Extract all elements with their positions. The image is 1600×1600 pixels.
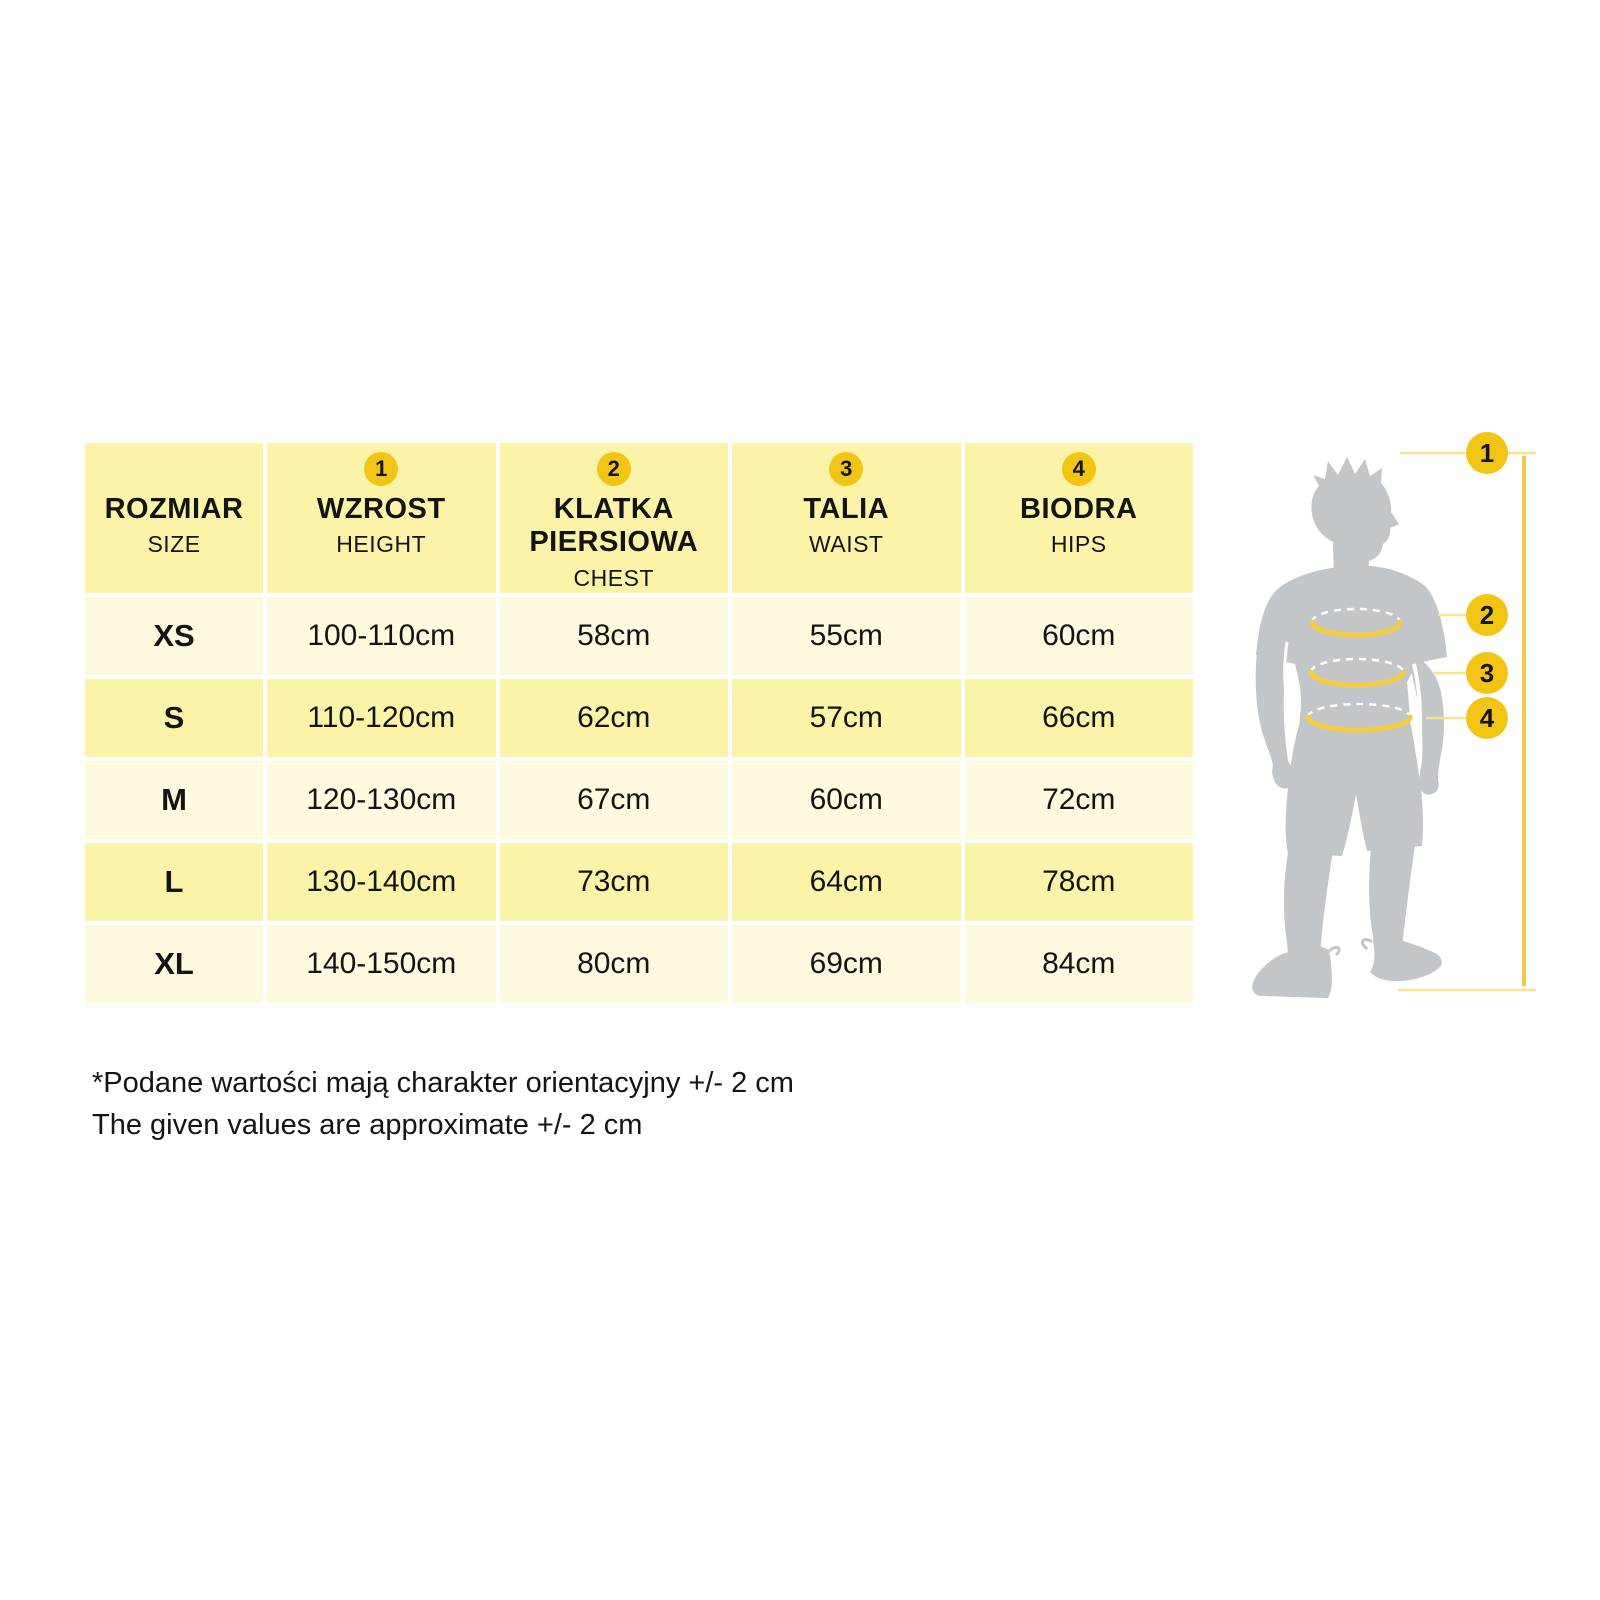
- table-row-s-height: 110-120cm: [267, 679, 496, 757]
- svg-text:2: 2: [1480, 600, 1494, 630]
- waist-band: [1308, 657, 1406, 688]
- table-row-xl-height: 140-150cm: [267, 925, 496, 1003]
- table-row-m-hips: 72cm: [964, 761, 1193, 839]
- header-cell-rozmiar: ROZMIAR SIZE: [85, 443, 263, 593]
- table-row-l-hips: 78cm: [964, 843, 1193, 921]
- svg-text:3: 3: [1480, 658, 1494, 688]
- column-subtitle-waist: WAIST: [809, 531, 884, 558]
- child-silhouette: [1252, 457, 1447, 998]
- table-row-xs-chest: 58cm: [499, 597, 728, 675]
- header-cell-biodra: 4 BIODRA HIPS: [964, 443, 1193, 593]
- silhouette-shorts: [1285, 725, 1423, 856]
- footnotes: *Podane wartości mają charakter orientac…: [92, 1062, 794, 1146]
- table-row-xl-chest: 80cm: [499, 925, 728, 1003]
- badge-2-icon: 2: [596, 452, 631, 486]
- column-subtitle-chest: CHEST: [573, 564, 654, 591]
- column-subtitle-height: HEIGHT: [336, 531, 427, 558]
- svg-text:4: 4: [1480, 703, 1495, 733]
- column-subtitle-size: SIZE: [147, 531, 201, 558]
- table-row-s-hips: 66cm: [964, 679, 1193, 757]
- svg-text:1: 1: [1480, 438, 1494, 468]
- marker-1-height: 1: [1466, 432, 1508, 474]
- table-row-m-chest: 67cm: [499, 761, 728, 839]
- chest-band: [1309, 607, 1403, 638]
- table-row-l-waist: 64cm: [732, 843, 961, 921]
- badge-4-icon: 4: [1061, 452, 1096, 486]
- measurement-figure: 1 2 3 4: [1252, 432, 1536, 998]
- table-row-xs-height: 100-110cm: [267, 597, 496, 675]
- table-row-m-size: M: [85, 761, 263, 839]
- table-row-xl-hips: 84cm: [964, 925, 1193, 1003]
- silhouette-right-shoe: [1370, 939, 1442, 982]
- silhouette-head: [1311, 457, 1399, 580]
- column-subtitle-hips: HIPS: [1050, 531, 1107, 558]
- table-row-l-chest: 73cm: [499, 843, 728, 921]
- badge-3-icon: 3: [829, 452, 864, 486]
- footnote-english: The given values are approximate +/- 2 c…: [92, 1109, 643, 1142]
- header-cell-klatka: 2 KLATKA PIERSIOWA CHEST: [499, 443, 728, 593]
- table-row-xs-waist: 55cm: [732, 597, 961, 675]
- silhouette-left-shoe: [1252, 946, 1332, 998]
- column-title-talia: TALIA: [803, 493, 890, 525]
- table-row-xs-hips: 60cm: [964, 597, 1193, 675]
- marker-4-hips: 4: [1466, 697, 1508, 739]
- right-shoe-lace: [1361, 938, 1373, 951]
- table-row-s-waist: 57cm: [732, 679, 961, 757]
- badge-1-icon: 1: [364, 452, 399, 486]
- column-title-klatka: KLATKA PIERSIOWA: [529, 493, 699, 559]
- table-row-xs-size: XS: [85, 597, 263, 675]
- header-cell-talia: 3 TALIA WAIST: [732, 443, 961, 593]
- footnote-polish: *Podane wartości mają charakter orientac…: [92, 1067, 794, 1099]
- table-row-s-size: S: [85, 679, 263, 757]
- table-row-m-waist: 60cm: [732, 761, 961, 839]
- silhouette-shirt: [1256, 566, 1447, 732]
- size-chart-table: ROZMIAR SIZE 1 WZROST HEIGHT 2 KLATKA PI…: [85, 443, 1193, 1003]
- column-title-biodra: BIODRA: [1020, 493, 1138, 525]
- table-row-m-height: 120-130cm: [267, 761, 496, 839]
- hips-band: [1305, 702, 1413, 733]
- silhouette-left-leg: [1283, 842, 1334, 956]
- silhouette-left-arm: [1255, 652, 1295, 789]
- table-row-l-size: L: [85, 843, 263, 921]
- column-title-rozmiar: ROZMIAR: [104, 493, 244, 525]
- silhouette-right-leg: [1369, 838, 1416, 948]
- marker-3-waist: 3: [1466, 652, 1508, 694]
- header-cell-wzrost: 1 WZROST HEIGHT: [267, 443, 496, 593]
- arm-torso-gap-right: [1412, 663, 1423, 757]
- marker-2-chest: 2: [1466, 594, 1508, 636]
- column-title-wzrost: WZROST: [316, 493, 446, 525]
- table-row-xl-size: XL: [85, 925, 263, 1003]
- arm-torso-gap-left: [1283, 641, 1289, 701]
- left-shoe-lace: [1328, 945, 1341, 957]
- table-row-l-height: 130-140cm: [267, 843, 496, 921]
- table-row-xl-waist: 69cm: [732, 925, 961, 1003]
- table-row-s-chest: 62cm: [499, 679, 728, 757]
